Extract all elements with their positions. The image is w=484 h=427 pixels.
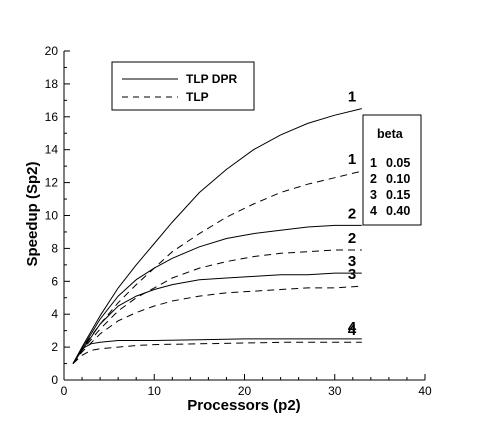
beta-table: beta 1 0.05 2 0.10 3 0.15 4 0.40 — [362, 114, 422, 226]
beta-rows: 1 0.05 2 0.10 3 0.15 4 0.40 — [370, 156, 410, 218]
series-line-tlp-dpr-1 — [72, 108, 362, 364]
series-line-tlp-4 — [72, 341, 362, 364]
y-tick-label: 14 — [45, 143, 59, 157]
curve-label-tlp-dpr-4: 4 — [348, 319, 357, 336]
y-tick-label: 20 — [45, 44, 59, 58]
curves — [72, 108, 362, 364]
y-tick-label: 18 — [45, 77, 59, 91]
legend: TLP DPR TLP — [111, 61, 255, 111]
y-axis-label: Speedup (Sp2) — [24, 161, 41, 266]
curve-label-tlp-3: 3 — [348, 266, 356, 283]
curve-label-tlp-dpr-2: 2 — [348, 205, 356, 222]
beta-frame — [362, 114, 422, 226]
y-tick-label: 2 — [51, 340, 58, 354]
curve-label-tlp-dpr-1: 1 — [348, 89, 356, 106]
beta-row-id: 4 — [370, 204, 377, 218]
beta-header: beta — [377, 127, 404, 141]
y-tick-label: 12 — [45, 176, 59, 190]
beta-row-value: 0.15 — [386, 188, 410, 202]
x-tick-label: 30 — [328, 384, 342, 398]
x-tick-label: 40 — [418, 384, 432, 398]
curve-label-tlp-dpr-3: 3 — [348, 253, 356, 270]
y-tick-label: 4 — [51, 307, 58, 321]
y-tick-label: 0 — [51, 373, 58, 387]
curve-label-tlp-4: 4 — [348, 322, 357, 339]
y-tick-label: 16 — [45, 110, 59, 124]
beta-row-id: 2 — [370, 172, 377, 186]
series-line-tlp-3 — [72, 285, 362, 364]
legend-label-tlp: TLP — [186, 90, 209, 104]
x-tick-label: 10 — [148, 384, 162, 398]
series-line-tlp-dpr-4 — [72, 338, 362, 364]
beta-row-id: 1 — [370, 156, 377, 170]
curve-label-tlp-1: 1 — [348, 151, 356, 168]
y-tick-label: 6 — [51, 274, 58, 288]
legend-label-tlp-dpr: TLP DPR — [186, 72, 237, 86]
x-tick-label: 0 — [61, 384, 68, 398]
y-tick-label: 8 — [51, 241, 58, 255]
beta-row-value: 0.05 — [386, 156, 410, 170]
series-line-tlp-1 — [72, 170, 362, 364]
legend-frame — [111, 61, 255, 111]
y-tick-label: 10 — [45, 209, 59, 223]
x-axis-label: Processors (p2) — [187, 397, 300, 414]
series-line-tlp-dpr-2 — [72, 224, 362, 364]
x-tick-label: 20 — [238, 384, 252, 398]
series-line-tlp-dpr-3 — [72, 272, 362, 364]
curve-label-tlp-2: 2 — [348, 230, 356, 247]
beta-row-id: 3 — [370, 188, 377, 202]
series-line-tlp-2 — [72, 249, 362, 364]
beta-row-value: 0.10 — [386, 172, 410, 186]
beta-row-value: 0.40 — [386, 204, 410, 218]
